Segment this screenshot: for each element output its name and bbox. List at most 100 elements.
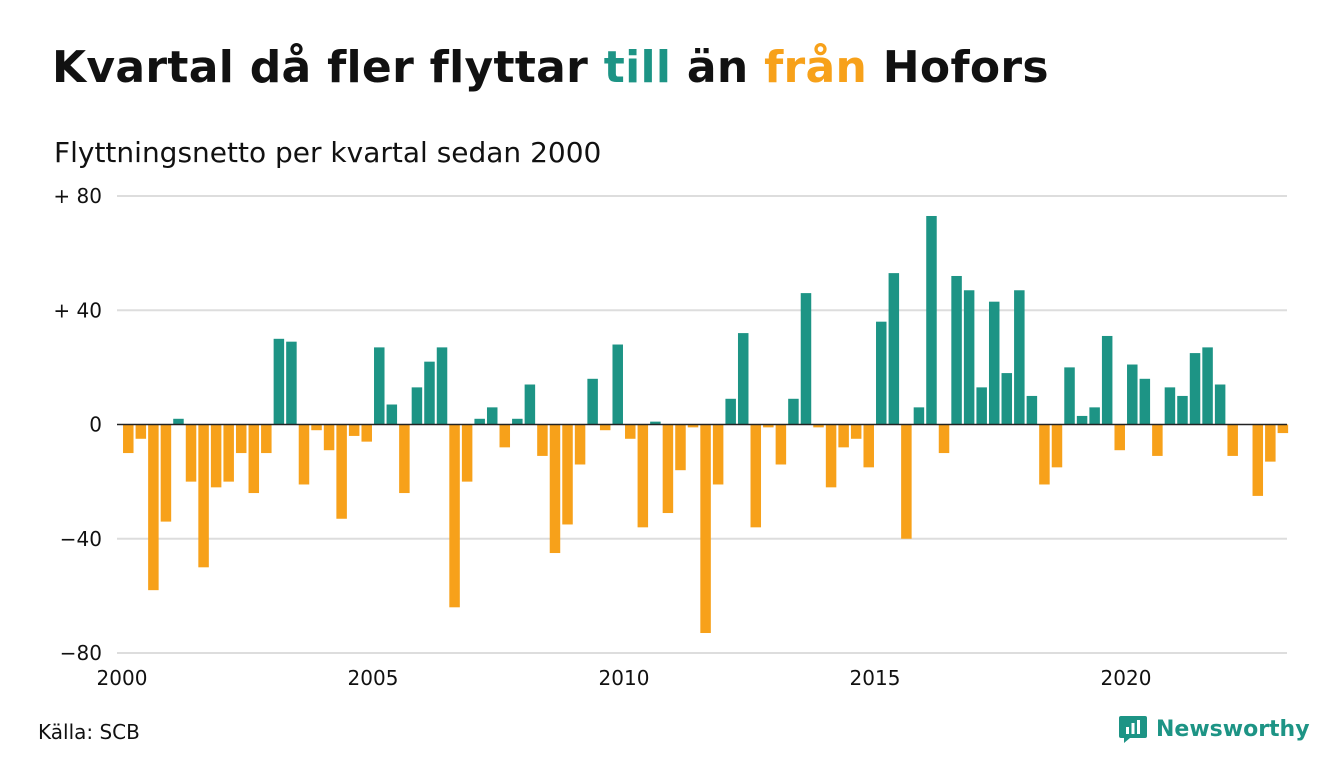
bar xyxy=(311,424,322,431)
x-tick-label: 2010 xyxy=(599,666,650,690)
bar xyxy=(348,424,360,436)
bar xyxy=(336,424,347,519)
bar xyxy=(1202,347,1213,425)
bar xyxy=(951,275,962,425)
bar xyxy=(1189,353,1201,425)
bar xyxy=(712,424,724,485)
bar xyxy=(574,424,586,465)
bar xyxy=(1051,424,1063,468)
bar xyxy=(675,424,686,471)
y-tick-label: + 40 xyxy=(53,298,102,322)
bar xyxy=(725,398,736,425)
bar xyxy=(587,378,598,425)
bar xyxy=(888,273,900,425)
x-tick-label: 2005 xyxy=(348,666,399,690)
bar xyxy=(863,424,874,468)
bar xyxy=(850,424,862,439)
bar xyxy=(562,424,573,525)
bar xyxy=(1076,415,1088,425)
bar xyxy=(1152,424,1163,456)
brand-name: Newsworthy xyxy=(1156,716,1310,742)
title-till: till xyxy=(603,42,672,93)
bar xyxy=(913,407,925,425)
bar xyxy=(1064,367,1075,425)
y-tick-label: −40 xyxy=(60,527,102,551)
title-part-3: Hofors xyxy=(867,42,1049,93)
bar xyxy=(1265,424,1276,462)
bar xyxy=(1026,395,1038,425)
bar xyxy=(700,424,711,634)
bar xyxy=(1214,384,1226,425)
bar xyxy=(1014,290,1025,425)
y-tick-label: 0 xyxy=(89,413,102,437)
bar xyxy=(763,424,774,428)
bar xyxy=(411,387,423,425)
bar xyxy=(813,424,824,428)
bar xyxy=(235,424,247,454)
bar xyxy=(461,424,473,482)
bar xyxy=(1127,364,1138,425)
y-tick-label: −80 xyxy=(60,641,102,665)
bar xyxy=(135,424,147,439)
y-axis-ticks: + 80 + 40 0 −40 −80 xyxy=(53,184,102,665)
bar-series xyxy=(123,215,1289,634)
bar xyxy=(399,424,410,494)
bar xyxy=(1139,378,1151,425)
bar xyxy=(838,424,849,448)
bar xyxy=(499,424,511,448)
bar xyxy=(273,338,285,425)
bar xyxy=(1164,387,1176,425)
x-axis-ticks: 2000 2005 2010 2015 2020 xyxy=(97,666,1152,690)
x-tick-label: 2015 xyxy=(850,666,901,690)
bar xyxy=(1101,335,1113,425)
bar xyxy=(537,424,548,456)
bar xyxy=(449,424,460,608)
bar xyxy=(436,347,448,425)
x-tick-label: 2020 xyxy=(1101,666,1152,690)
bar xyxy=(637,424,649,528)
bar xyxy=(1089,407,1100,425)
bar xyxy=(876,321,887,425)
bar xyxy=(223,424,234,482)
bar xyxy=(988,301,1000,425)
bar xyxy=(512,418,523,425)
bar xyxy=(825,424,837,488)
bar xyxy=(687,424,699,428)
bar xyxy=(248,424,260,494)
bar xyxy=(788,398,799,425)
bar xyxy=(261,424,272,454)
bar xyxy=(1114,424,1125,451)
bar xyxy=(1001,373,1013,425)
bar xyxy=(424,361,435,425)
bar xyxy=(524,384,536,425)
bar xyxy=(361,424,372,442)
bar xyxy=(650,421,661,425)
bar xyxy=(976,387,987,425)
bar xyxy=(185,424,197,482)
bar xyxy=(901,424,912,539)
bar xyxy=(160,424,172,522)
bar xyxy=(386,404,398,425)
bar xyxy=(737,333,749,425)
chart-subtitle: Flyttningsnetto per kvartal sedan 2000 xyxy=(54,136,602,169)
bar xyxy=(750,424,762,528)
chart-title: Kvartal då fler flyttar till än från Hof… xyxy=(52,42,1049,93)
bar xyxy=(775,424,787,465)
bar xyxy=(148,424,159,591)
bar xyxy=(210,424,222,488)
bar xyxy=(926,215,937,425)
bar xyxy=(1277,424,1289,434)
bar xyxy=(173,418,184,425)
bar xyxy=(938,424,950,454)
bar xyxy=(662,424,674,514)
bar xyxy=(1227,424,1238,456)
bar xyxy=(625,424,636,439)
bar xyxy=(549,424,561,554)
bar xyxy=(1177,395,1188,425)
source-label: Källa: SCB xyxy=(38,720,140,744)
bar xyxy=(486,407,498,425)
bar xyxy=(374,347,385,425)
bar xyxy=(474,418,485,425)
bar xyxy=(123,424,134,454)
